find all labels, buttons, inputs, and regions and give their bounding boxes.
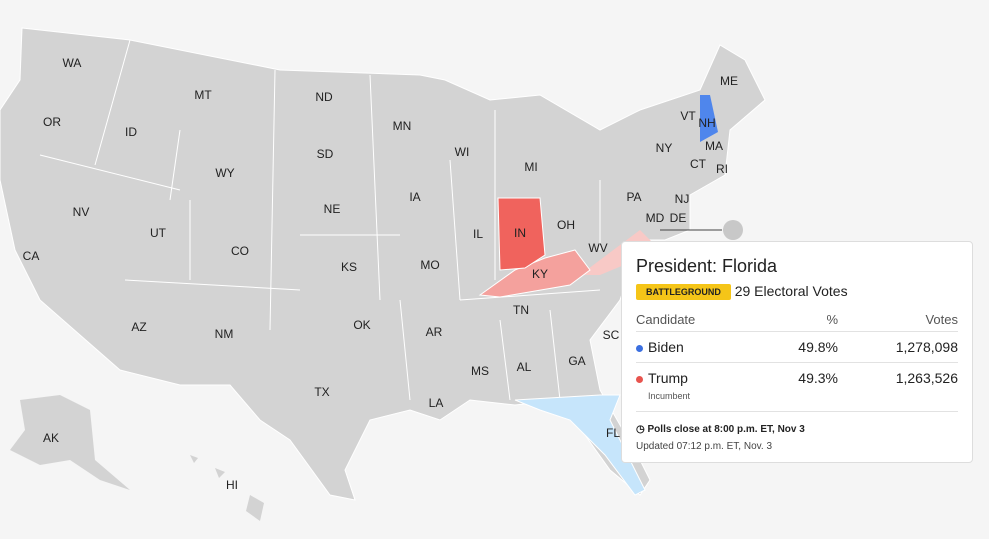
state-label: PA — [626, 190, 641, 204]
state-label: WY — [215, 166, 234, 180]
state-label: KY — [532, 267, 548, 281]
state-label: WV — [588, 241, 607, 255]
state-label: FL — [606, 426, 620, 440]
state-label: NM — [215, 327, 234, 341]
state-label: HI — [226, 478, 238, 492]
state-label: IL — [473, 227, 483, 241]
state-label: AL — [517, 360, 532, 374]
state-label: NJ — [675, 192, 690, 206]
color-dot — [636, 376, 643, 384]
incumbent-note: Incumbent — [648, 391, 691, 402]
votes: 1,263,526 — [895, 370, 958, 387]
candidate: Biden — [648, 339, 684, 356]
state-labels: WA OR CA NV ID MT WY UT CO AZ NM ND SD N… — [23, 56, 738, 492]
state-label: TX — [314, 385, 329, 399]
state-label: NE — [324, 202, 341, 216]
tooltip-title: President: Florida — [636, 256, 778, 276]
updated: Updated 07:12 p.m. ET, Nov. 3 — [636, 441, 773, 453]
pct: 49.3% — [798, 370, 838, 387]
new-hampshire — [700, 95, 718, 142]
state-label: MD — [646, 211, 665, 225]
state-label: LA — [429, 396, 444, 410]
badge: BATTLEGROUND — [636, 284, 731, 301]
color-dot — [636, 345, 643, 353]
tooltip: President: Florida BATTLEGROUND 29 Elect… — [621, 241, 973, 463]
state-label: UT — [150, 226, 167, 240]
state-label: SD — [317, 147, 334, 161]
state-label: WA — [63, 56, 82, 70]
state-label: MA — [705, 139, 723, 153]
florida — [514, 394, 646, 496]
indiana — [497, 197, 546, 271]
table-row: Trump Incumbent 49.3% 1,263,526 — [636, 363, 958, 413]
state-label: WI — [455, 145, 470, 159]
state-label: AK — [43, 431, 59, 445]
us-outline — [0, 27, 766, 501]
state-label: MO — [420, 258, 439, 272]
subtitle-row: BATTLEGROUND 29 Electoral Votes — [636, 283, 958, 301]
polls-close-text: Polls close at 8:00 p.m. ET, Nov 3 — [647, 424, 805, 436]
state-label: MT — [194, 88, 212, 102]
state-label: CO — [231, 244, 249, 258]
state-label: OH — [557, 218, 575, 232]
state-label: IN — [514, 226, 526, 240]
state-label: AZ — [131, 320, 146, 334]
state-label: MN — [393, 119, 412, 133]
state-label: MI — [524, 160, 537, 174]
header-cell: Candidate — [636, 312, 696, 328]
state-label: SC — [603, 328, 620, 342]
votes: 1,278,098 — [895, 339, 958, 356]
state-label: CA — [23, 249, 40, 263]
electoral-votes: 29 Electoral Votes — [734, 283, 848, 299]
table-header: Candidate % Votes — [636, 312, 958, 333]
state-label: OR — [43, 115, 61, 129]
borders — [39, 39, 601, 401]
state-label: IA — [409, 190, 420, 204]
state-label: KS — [341, 260, 357, 274]
state-label: OK — [353, 318, 370, 332]
state-label: DE — [670, 211, 687, 225]
state-label: AR — [426, 325, 443, 339]
alaska — [10, 395, 130, 490]
state-label: VT — [680, 109, 696, 123]
state-label: RI — [716, 162, 728, 176]
state-label: NY — [656, 141, 673, 155]
pct: 49.8% — [798, 339, 838, 356]
hawaii — [190, 455, 264, 521]
candidate: Trump — [648, 370, 688, 387]
polls-close: ◷ Polls close at 8:00 p.m. ET, Nov 3 — [636, 424, 805, 436]
state-label: NH — [698, 116, 715, 130]
header-cell: Votes — [925, 312, 958, 328]
state-label: NV — [73, 205, 90, 219]
state-label: ME — [720, 74, 738, 88]
state-label: ND — [315, 90, 333, 104]
state-label: MS — [471, 364, 489, 378]
pointer — [723, 220, 743, 240]
table-row: Biden 49.8% 1,278,098 — [636, 332, 958, 364]
state-label: ID — [125, 125, 137, 139]
state-label: GA — [568, 354, 585, 368]
state-label: CT — [690, 157, 707, 171]
state-label: TN — [513, 303, 529, 317]
header-cell: % — [826, 312, 838, 328]
